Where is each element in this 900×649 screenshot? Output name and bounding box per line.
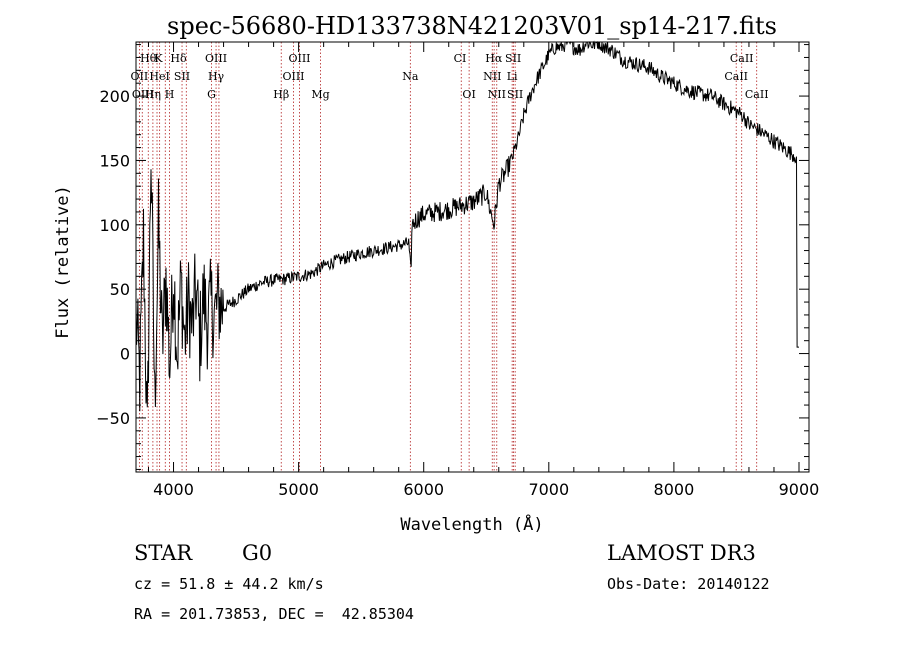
- spectrum-layer: [135, 40, 799, 412]
- x-axis-label: Wavelength (Å): [400, 513, 543, 535]
- spectral-line-label: Li: [507, 70, 518, 83]
- spectral-line-label: G: [207, 88, 216, 101]
- chart-title: spec-56680-HD133738N421203V01_sp14-217.f…: [167, 12, 777, 40]
- spectral-line-label: OII: [131, 70, 149, 83]
- observation-date: Obs-Date: 20140122: [607, 575, 770, 593]
- object-class: STAR: [134, 541, 193, 565]
- spectral-line-label: CaII: [724, 70, 748, 83]
- spectral-line-label: CaII: [730, 52, 754, 65]
- spectral-line-label: CI: [454, 52, 467, 65]
- spectral-line-label: OIII: [132, 88, 154, 101]
- x-tick-label: 7000: [528, 480, 569, 499]
- x-tick-label: 4000: [153, 480, 194, 499]
- redshift-readout: cz = 51.8 ± 44.2 km/s: [134, 575, 324, 593]
- y-axis-ticks: −50 0 50 100 150 200: [96, 44, 809, 470]
- survey-name: LAMOST DR3: [607, 541, 756, 565]
- spectral-line-label: SII: [507, 88, 523, 101]
- y-tick-label: 100: [99, 216, 130, 235]
- spectral-line-label: H: [165, 88, 175, 101]
- spectral-line-label: HeI: [149, 70, 169, 83]
- y-tick-label: 50: [110, 280, 130, 299]
- x-tick-label: 9000: [779, 480, 820, 499]
- y-tick-label: 0: [120, 345, 130, 364]
- spectral-line-label: SII: [174, 70, 190, 83]
- spectral-line-label: NII: [483, 70, 501, 83]
- spectrum-trace: [135, 40, 799, 412]
- spectral-line-label: Hγ: [208, 70, 225, 83]
- spectral-line-label: OIII: [205, 52, 227, 65]
- spectral-line-label: Hβ: [273, 88, 289, 101]
- spectral-line-label: Hη: [145, 88, 161, 101]
- spectral-line-label: OIII: [288, 52, 310, 65]
- spectral-line-label: SII: [505, 52, 521, 65]
- y-tick-label: −50: [96, 409, 130, 428]
- x-tick-label: 8000: [654, 480, 695, 499]
- spectral-line-label: OI: [462, 88, 475, 101]
- x-axis-ticks: 4000 5000 6000 7000 8000 9000: [148, 42, 820, 499]
- plot-frame: [135, 41, 810, 473]
- spectral-line-label: Hδ: [170, 52, 187, 65]
- spectral-line-label: NII: [488, 88, 506, 101]
- spectral-line-label: CaII: [745, 88, 769, 101]
- spectral-line-label: Hα: [485, 52, 503, 65]
- object-subclass: G0: [242, 541, 272, 565]
- x-tick-label: 6000: [403, 480, 444, 499]
- y-tick-label: 150: [99, 151, 130, 170]
- spectral-line-label: OIII: [282, 70, 304, 83]
- spectral-line-markers: [138, 42, 758, 472]
- y-tick-label: 200: [99, 87, 130, 106]
- spectral-line-label: Na: [402, 70, 419, 83]
- x-tick-label: 5000: [278, 480, 319, 499]
- spectral-line-label: Mg: [311, 88, 329, 101]
- spectral-line-label: K: [154, 52, 163, 65]
- spectral-line-label: Hθ: [140, 52, 157, 65]
- coordinates-readout: RA = 201.73853, DEC = 42.85304: [134, 605, 414, 623]
- y-axis-label: Flux (relative): [53, 185, 73, 339]
